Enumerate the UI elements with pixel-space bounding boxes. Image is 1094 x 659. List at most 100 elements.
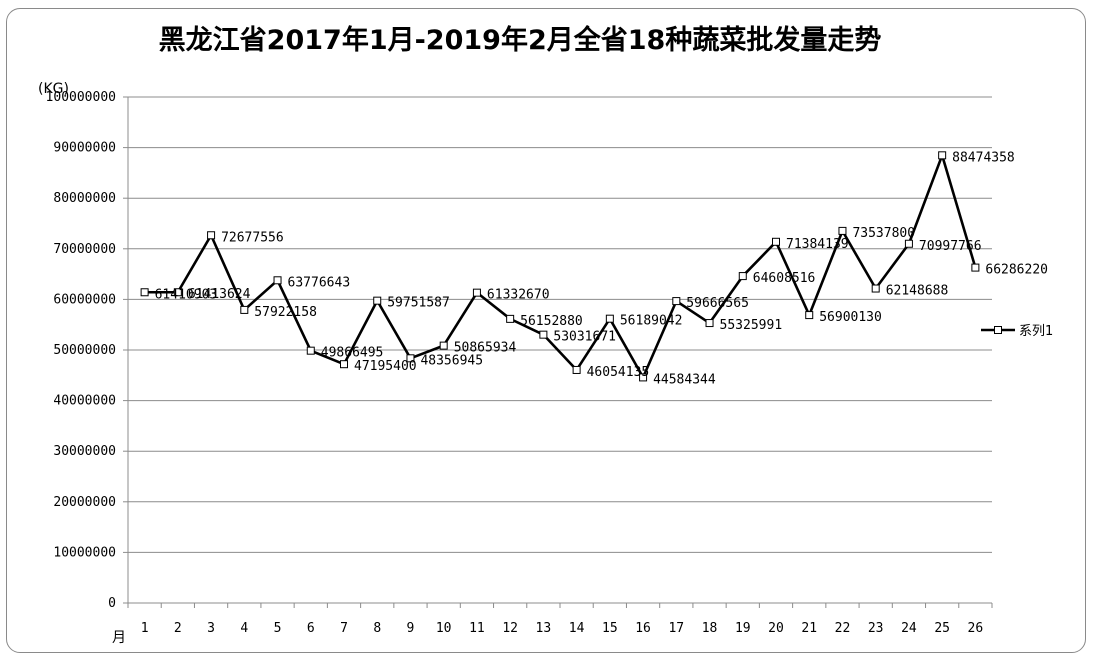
data-point xyxy=(340,360,348,369)
data-label: 56152880 xyxy=(520,314,583,329)
y-tick-label: 100000000 xyxy=(46,90,116,105)
data-point xyxy=(207,231,216,240)
data-point xyxy=(439,341,448,350)
x-tick-label: 14 xyxy=(569,621,585,636)
data-label: 70997766 xyxy=(919,239,982,254)
series-line xyxy=(144,154,977,379)
data-label: 48356945 xyxy=(420,353,483,368)
x-tick-label: 18 xyxy=(702,621,718,636)
data-label: 66286220 xyxy=(985,263,1048,278)
data-point xyxy=(306,346,315,355)
x-tick-label: 21 xyxy=(801,621,817,636)
data-point xyxy=(672,297,681,306)
data-point xyxy=(772,237,780,246)
data-label: 59666565 xyxy=(686,296,749,311)
data-point xyxy=(240,305,249,314)
x-tick-label: 8 xyxy=(373,621,381,636)
data-point xyxy=(373,296,382,305)
data-label: 47195400 xyxy=(354,359,417,374)
data-point xyxy=(871,284,880,293)
x-axis-title: 月 xyxy=(112,630,126,646)
data-label: 49866495 xyxy=(321,346,384,361)
x-tick-label: 24 xyxy=(901,621,917,636)
data-label: 88474358 xyxy=(952,150,1015,165)
data-point xyxy=(273,276,282,285)
data-point xyxy=(938,151,947,160)
x-tick-label: 9 xyxy=(407,621,415,636)
x-tick-labels: 1 2 3 4 5 6 7 8 9 10 11 12 13 14 15 16 17 18 19 20 21 22 23 24 2… xyxy=(141,621,984,636)
data-label: 71384139 xyxy=(786,237,849,252)
x-tick-label: 1 xyxy=(141,621,149,636)
x-tick-label: 16 xyxy=(635,621,651,636)
data-point xyxy=(639,373,648,382)
data-label: 50865934 xyxy=(454,341,517,356)
data-point xyxy=(805,311,814,320)
chart-title: 黑龙江省2017年1月-2019年2月全省18种蔬菜批发量走势 xyxy=(158,25,882,56)
series-markers xyxy=(140,151,980,382)
series-line-1 xyxy=(144,154,977,379)
x-tick-label: 20 xyxy=(768,621,784,636)
x-tick-label: 6 xyxy=(307,621,315,636)
data-point xyxy=(173,288,182,297)
x-tick-label: 12 xyxy=(502,621,518,636)
data-label: 61332670 xyxy=(487,288,550,303)
data-label: 59751587 xyxy=(387,296,450,311)
legend: 系列1 xyxy=(981,324,1053,339)
x-tick-label: 23 xyxy=(868,621,884,636)
data-label: 72677556 xyxy=(221,230,284,245)
data-label: 63776643 xyxy=(288,275,351,290)
axes: (KG) 月 xyxy=(38,81,993,646)
x-tick-label: 7 xyxy=(340,621,348,636)
x-tick-label: 3 xyxy=(207,621,215,636)
data-label: 62148688 xyxy=(886,284,949,299)
x-tick-label: 25 xyxy=(934,621,950,636)
data-label: 44584344 xyxy=(653,372,716,387)
y-axis-title: (KG) xyxy=(38,81,69,97)
data-label: 64608516 xyxy=(753,271,816,286)
data-point xyxy=(838,226,847,235)
x-tick-label: 5 xyxy=(274,621,282,636)
y-tick-label: 80000000 xyxy=(53,191,116,206)
y-tick-labels: 0 10000000 20000000 30000000 40000000 5000000… xyxy=(46,90,116,611)
data-point xyxy=(971,263,980,272)
chart-frame xyxy=(6,8,1086,653)
x-tick-label: 2 xyxy=(174,621,182,636)
legend-label: 系列1 xyxy=(1019,324,1053,339)
data-point xyxy=(506,314,515,323)
x-tick-label: 17 xyxy=(668,621,684,636)
data-point xyxy=(738,272,747,281)
data-label: 73537800 xyxy=(852,226,915,241)
data-point xyxy=(572,365,581,374)
x-tick-label: 11 xyxy=(469,621,485,636)
x-tick-label: 22 xyxy=(835,621,851,636)
data-label: 57922158 xyxy=(254,305,317,320)
gridlines xyxy=(128,96,992,553)
data-point xyxy=(605,314,614,323)
x-tick-label: 10 xyxy=(436,621,452,636)
data-label: 56900130 xyxy=(819,310,882,325)
data-point xyxy=(705,319,714,328)
x-tick-label: 26 xyxy=(968,621,984,636)
legend-marker xyxy=(994,326,1002,334)
data-point xyxy=(140,288,149,297)
data-label: 46054135 xyxy=(587,365,650,380)
data-label: 61413624 xyxy=(188,287,251,302)
y-tick-label: 60000000 xyxy=(53,292,116,307)
y-tick-label: 70000000 xyxy=(53,242,116,257)
y-tick-label: 90000000 xyxy=(53,141,116,156)
x-tick-label: 13 xyxy=(536,621,552,636)
data-point xyxy=(472,288,481,297)
data-label: 53031671 xyxy=(553,330,616,345)
data-label: 56189042 xyxy=(620,314,683,329)
x-tick-label: 15 xyxy=(602,621,618,636)
data-point xyxy=(904,239,913,248)
y-tick-label: 40000000 xyxy=(53,394,116,409)
data-label: 55325991 xyxy=(720,318,783,333)
y-tick-label: 10000000 xyxy=(53,545,116,560)
data-point xyxy=(406,354,415,363)
data-label: 61410903 xyxy=(155,287,218,302)
x-tick-label: 19 xyxy=(735,621,751,636)
x-tick-label: 4 xyxy=(240,621,248,636)
